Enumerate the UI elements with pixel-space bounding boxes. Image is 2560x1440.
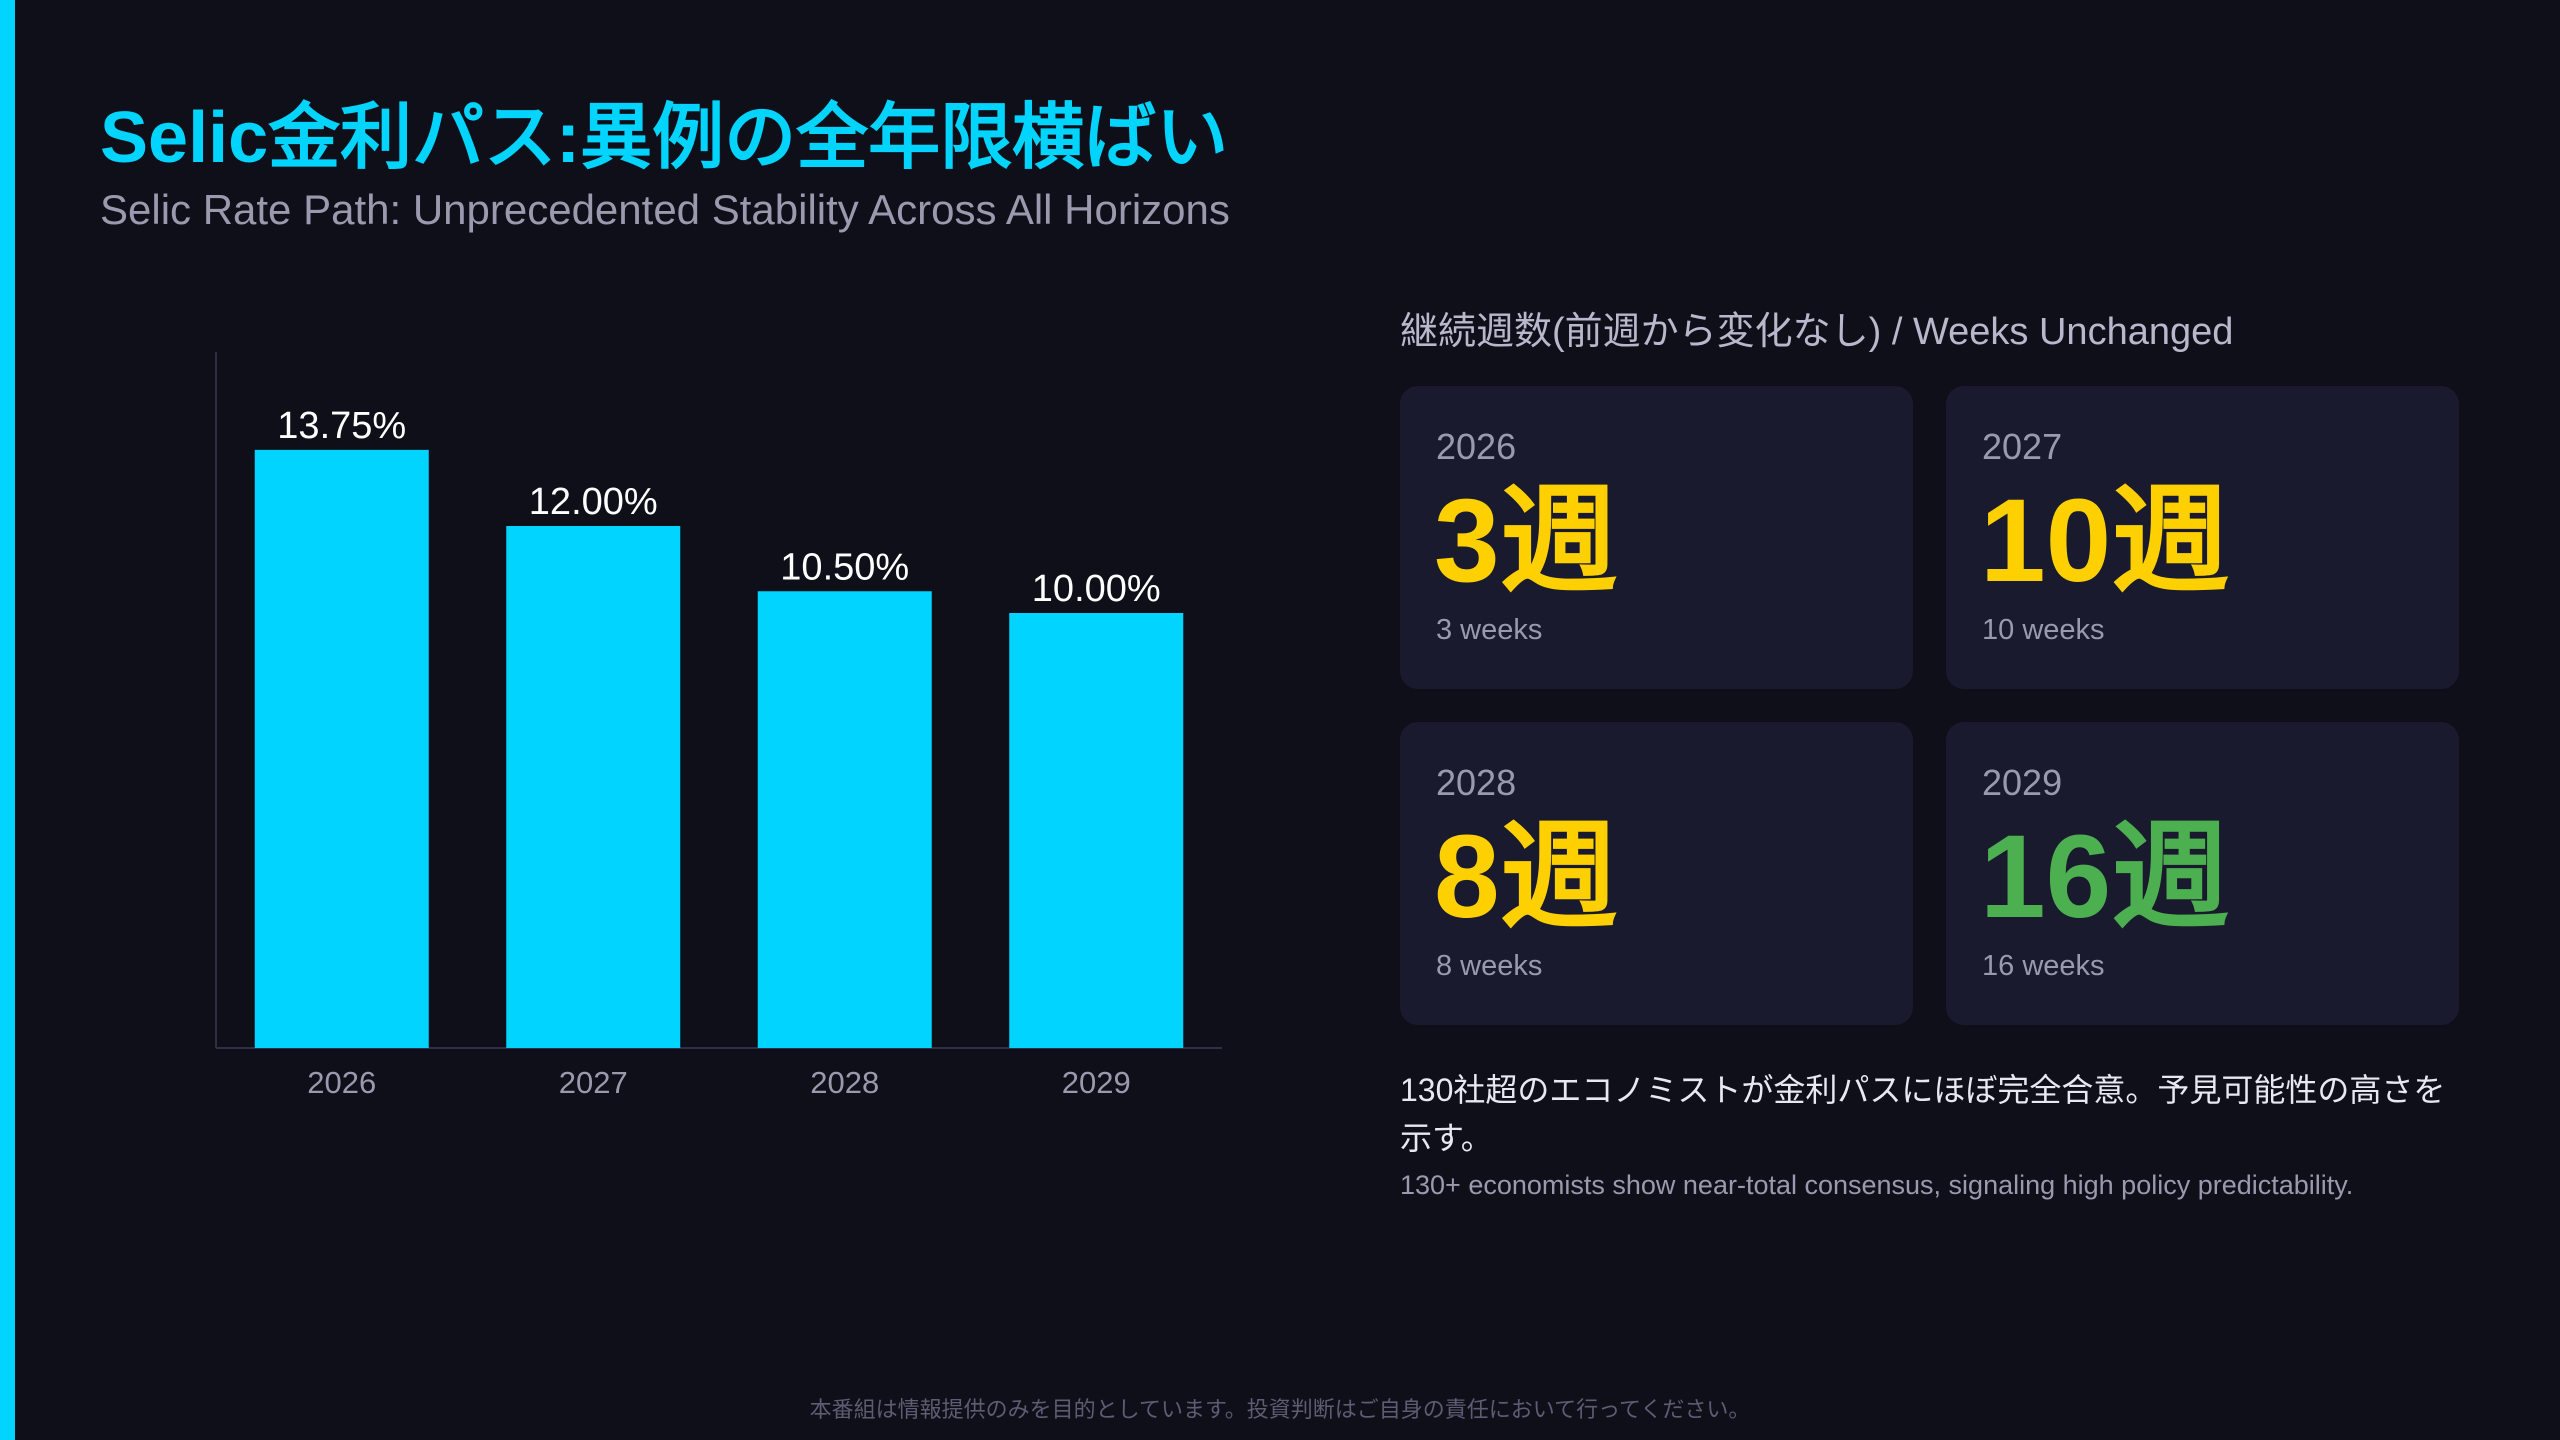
page-subtitle: Selic Rate Path: Unprecedented Stability… (100, 186, 1230, 233)
card-weeks-english: 8 weeks (1436, 950, 1543, 982)
disclaimer: 本番組は情報提供のみを目的としています。投資判断はご自身の責任において行ってくだ… (809, 1397, 1751, 1422)
card-weeks-value: 10週 (1980, 475, 2230, 607)
data-label-2027: 12.00% (529, 481, 658, 523)
consensus-note-japanese: 130社超のエコノミストが金利パスにほぼ完全合意。予見可能性の高さを示す。 (1400, 1072, 2446, 1156)
data-label-2026: 13.75% (277, 405, 406, 447)
weeks-card-2028: 2028 8週 8 weeks (1400, 722, 1913, 1025)
weeks-card-2027: 2027 10週 10 weeks (1946, 386, 2459, 689)
accent-bar (0, 0, 15, 1440)
selic-bar-chart: 13.75% 2026 12.00% 2027 10.50% 2028 10.00% 2029 (215, 352, 1222, 1100)
data-label-2028: 10.50% (780, 546, 909, 588)
consensus-note-english: 130+ economists show near-total consensu… (1400, 1170, 2354, 1200)
bar-2027 (506, 526, 681, 1048)
data-label-2029: 10.00% (1032, 568, 1161, 610)
page-title: Selic金利パス:異例の全年限横ばい (100, 98, 1229, 178)
card-weeks-english: 10 weeks (1982, 614, 2105, 646)
x-tick-label-2028: 2028 (810, 1065, 879, 1100)
x-tick-label-2027: 2027 (559, 1065, 628, 1100)
weeks-card-2026: 2026 3週 3 weeks (1400, 386, 1913, 689)
card-year: 2028 (1436, 762, 1517, 803)
card-weeks-value: 8週 (1434, 811, 1618, 943)
card-weeks-value: 3週 (1434, 475, 1618, 607)
bar-2026 (254, 449, 429, 1048)
card-year: 2026 (1436, 426, 1517, 467)
card-weeks-english: 16 weeks (1982, 950, 2105, 982)
card-weeks-value: 16週 (1980, 811, 2230, 943)
card-weeks-english: 3 weeks (1436, 614, 1543, 646)
card-year: 2029 (1982, 762, 2063, 803)
card-year: 2027 (1982, 426, 2063, 467)
weeks-card-2029: 2029 16週 16 weeks (1946, 722, 2459, 1025)
bar-2029 (1009, 613, 1184, 1048)
bar-2028 (757, 591, 932, 1048)
x-tick-label-2026: 2026 (307, 1065, 376, 1100)
x-tick-label-2029: 2029 (1062, 1065, 1131, 1100)
weeks-unchanged-heading: 継続週数(前週から変化なし) / Weeks Unchanged (1400, 311, 2234, 353)
